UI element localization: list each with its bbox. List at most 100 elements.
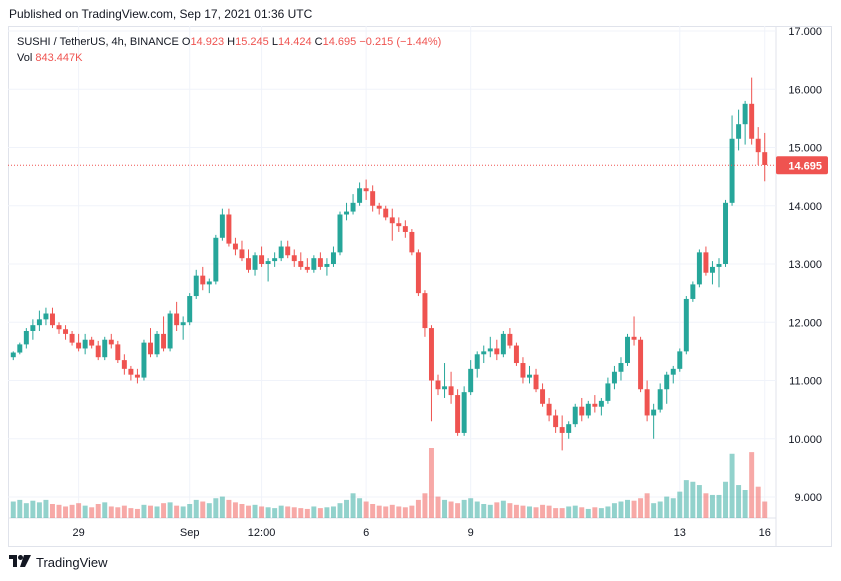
volume-bar [442, 499, 448, 518]
candle-body [350, 202, 356, 212]
volume-bar [389, 504, 395, 518]
candle-body [219, 214, 225, 238]
candle-body [527, 374, 532, 378]
low-value: 14.424 [277, 36, 312, 48]
volume-bar [755, 486, 761, 518]
candle-body [442, 386, 448, 390]
candle-body [304, 266, 310, 270]
price-candles [10, 77, 768, 451]
candle-body [134, 374, 140, 378]
volume-bar [690, 481, 696, 518]
symbol-label: SUSHI / TetherUS, 4h, BINANCE [17, 36, 179, 48]
volume-bar [82, 505, 88, 518]
volume-bar [592, 507, 598, 518]
volume-bar [363, 501, 369, 518]
volume-bar [23, 503, 29, 518]
candle-body [108, 339, 114, 345]
candle-body [167, 313, 173, 349]
volume-bar [108, 506, 114, 518]
y-tick-label: 9.000 [794, 492, 822, 504]
volume-bar [723, 481, 729, 518]
volume-bar [559, 508, 565, 518]
volume-bar [128, 508, 134, 518]
x-tick-label: 9 [468, 527, 474, 539]
candle-body [749, 103, 755, 139]
candle-body [638, 339, 644, 390]
candle-body [455, 395, 461, 433]
volume-bar [579, 507, 585, 518]
volume-bar [703, 493, 709, 518]
candle-body [716, 264, 722, 267]
candle-body [285, 246, 291, 256]
x-tick-label: 12:00 [248, 527, 276, 539]
candle-body [631, 336, 637, 340]
volume-bar [76, 503, 82, 518]
volume-bar [278, 505, 284, 518]
volume-label: Vol [17, 52, 33, 64]
volume-bar [148, 505, 153, 518]
candle-body [317, 258, 323, 267]
chart-frame [8, 26, 832, 547]
volume-bars [10, 448, 768, 518]
volume-bar [611, 503, 617, 518]
volume-bar [317, 508, 323, 518]
candle-body [226, 214, 232, 244]
candle-body [389, 217, 395, 224]
volume-bar [500, 500, 506, 518]
candle-body [540, 389, 546, 404]
candle-body [605, 383, 611, 401]
candle-body [585, 403, 591, 416]
volume-bar [376, 505, 382, 518]
volume-bar [683, 480, 689, 518]
candle-body [17, 344, 23, 353]
close-value: 14.695 [322, 36, 357, 48]
volume-bar [664, 496, 670, 518]
candle-body [49, 313, 55, 326]
volume-bar [193, 499, 199, 518]
volume-bar [677, 491, 683, 518]
candle-body [206, 281, 212, 285]
volume-bar [428, 448, 434, 518]
candle-body [187, 296, 193, 323]
candle-body [611, 371, 617, 384]
candle-body [513, 345, 519, 364]
candle-body [683, 298, 689, 352]
volume-bar [572, 505, 578, 518]
chart-legend: SUSHI / TetherUS, 4h, BINANCE O14.923 H1… [17, 34, 441, 66]
candle-body [10, 352, 16, 358]
candle-body [696, 252, 702, 285]
volume-value: 843.447K [35, 52, 83, 64]
candle-body [736, 124, 742, 139]
volume-bar [409, 505, 415, 518]
candle-body [677, 351, 683, 369]
volume-bar [49, 504, 55, 518]
candle-body [507, 333, 513, 346]
x-tick-label: 6 [363, 527, 369, 539]
volume-bar [527, 506, 532, 518]
volume-bar [729, 453, 735, 518]
volume-bar [585, 508, 591, 518]
volume-bar [219, 496, 225, 518]
candle-body [102, 339, 108, 358]
volume-bar [618, 501, 624, 518]
volume-bar [657, 501, 663, 518]
volume-bar [494, 502, 500, 518]
volume-bar [631, 500, 637, 518]
volume-bar [337, 503, 343, 518]
candle-body [487, 348, 493, 352]
candle-body [651, 409, 657, 416]
candle-body [239, 249, 245, 259]
volume-bar [180, 506, 186, 518]
volume-bar [30, 500, 36, 518]
volume-bar [540, 504, 546, 518]
candle-body [579, 406, 585, 416]
volume-bar [174, 505, 180, 518]
volume-bar [357, 498, 363, 518]
volume-bar [422, 493, 428, 518]
tradingview-footer[interactable]: TradingView [9, 555, 108, 570]
candle-body [115, 344, 121, 361]
volume-bar [651, 503, 657, 518]
volume-bar [370, 504, 376, 518]
candle-body [428, 328, 434, 381]
